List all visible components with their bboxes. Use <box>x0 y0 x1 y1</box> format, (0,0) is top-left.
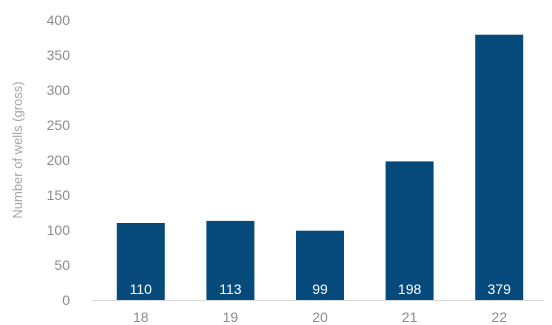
bar-18 <box>116 223 165 300</box>
y-tick-label: 250 <box>47 117 71 133</box>
bar-value-label-18: 110 <box>130 281 153 297</box>
bar-value-label-20: 99 <box>312 281 328 297</box>
y-axis-title-group: Number of wells (gross) <box>10 81 25 218</box>
bar-21 <box>385 161 434 300</box>
bar-20 <box>296 230 344 300</box>
x-tick-label-22: 22 <box>491 309 507 325</box>
x-tick-label-21: 21 <box>402 309 418 325</box>
bar-19 <box>206 220 255 300</box>
y-tick-label: 100 <box>47 222 71 238</box>
x-tick-label-20: 20 <box>312 309 328 325</box>
y-axis-title: Number of wells (gross) <box>10 81 25 218</box>
x-tick-label-18: 18 <box>133 309 149 325</box>
bars <box>116 34 524 300</box>
bar-data-labels: 110 113 99 198 379 <box>130 281 511 297</box>
x-axis-ticks: 18 19 20 21 22 <box>133 309 507 325</box>
y-tick-label: 200 <box>47 152 71 168</box>
y-tick-label: 150 <box>47 187 71 203</box>
bar-value-label-21: 198 <box>398 281 422 297</box>
y-tick-label: 50 <box>54 257 70 273</box>
y-tick-label: 350 <box>47 47 71 63</box>
y-tick-label: 0 <box>62 292 70 308</box>
bar-22 <box>475 34 524 300</box>
y-tick-label: 400 <box>47 12 71 28</box>
bar-value-label-19: 113 <box>219 281 242 297</box>
y-axis-ticks: 0 50 100 150 200 250 300 350 400 <box>47 12 71 308</box>
x-tick-label-19: 19 <box>223 309 239 325</box>
bar-value-label-22: 379 <box>488 281 512 297</box>
y-tick-label: 300 <box>47 82 71 98</box>
